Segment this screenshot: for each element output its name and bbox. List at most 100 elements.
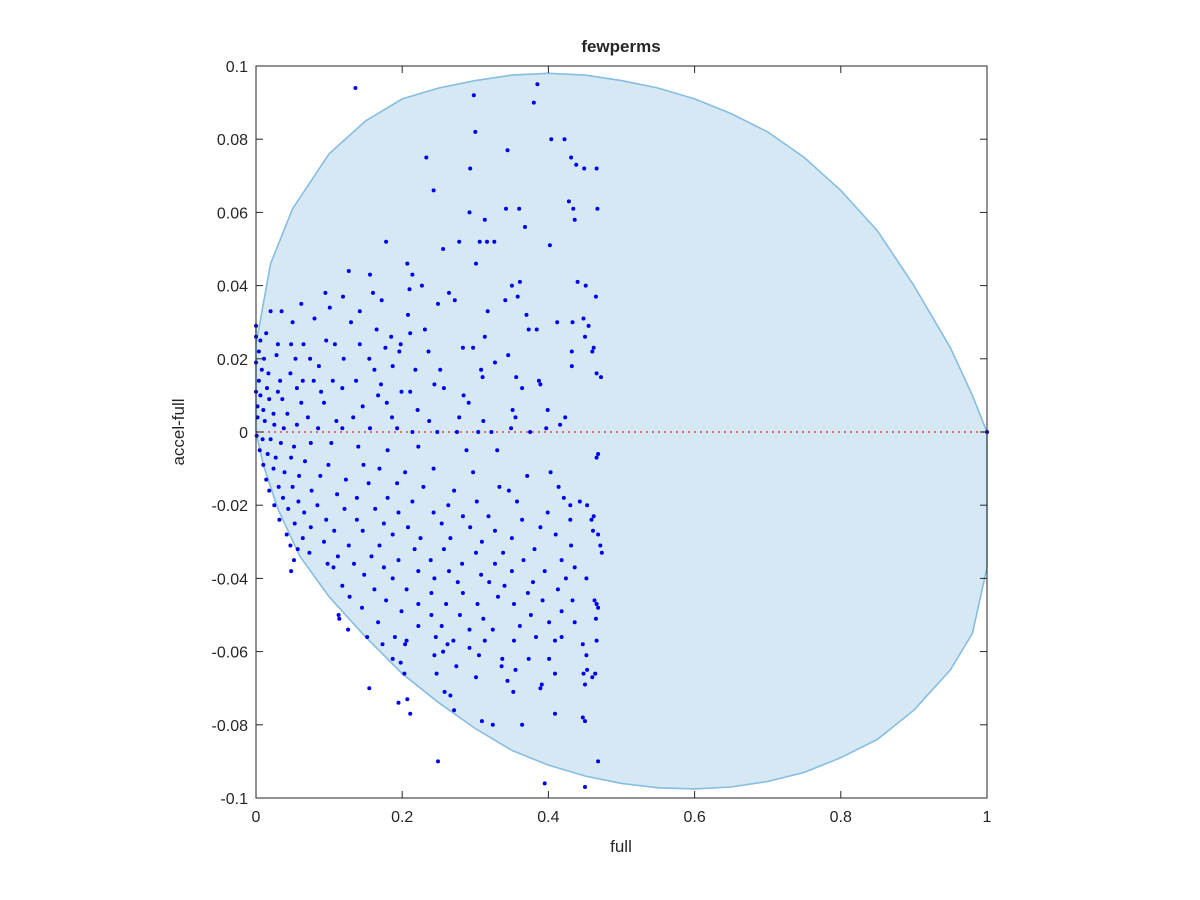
data-point — [329, 441, 334, 445]
data-point — [517, 279, 522, 284]
data-point — [593, 616, 598, 621]
data-point — [512, 638, 516, 643]
data-point — [569, 543, 574, 548]
data-point — [553, 711, 557, 716]
data-point — [384, 400, 389, 405]
data-point — [526, 656, 531, 661]
data-point — [553, 671, 557, 676]
data-point — [547, 243, 552, 248]
data-point — [479, 572, 484, 577]
data-point — [395, 481, 400, 486]
data-point — [520, 386, 525, 391]
data-point — [439, 521, 444, 526]
data-point — [559, 635, 564, 639]
data-point — [256, 378, 261, 383]
data-point — [441, 386, 446, 391]
data-point — [381, 565, 386, 570]
data-point — [490, 722, 495, 727]
data-point — [288, 543, 293, 548]
data-point — [582, 166, 587, 171]
x-axis-label: full — [610, 837, 632, 856]
data-point — [441, 247, 446, 251]
data-point — [271, 466, 276, 471]
data-point — [436, 759, 440, 764]
data-point — [381, 521, 386, 526]
data-point — [547, 656, 552, 661]
data-point — [289, 455, 294, 460]
data-point — [312, 316, 317, 321]
data-point — [583, 334, 587, 339]
data-point — [505, 678, 510, 683]
y-tick-label: -0.04 — [212, 571, 249, 588]
data-point — [390, 415, 394, 420]
data-point — [319, 389, 324, 394]
data-point — [416, 569, 421, 574]
data-point — [553, 638, 557, 643]
data-point — [436, 301, 440, 306]
y-tick-label: 0.02 — [217, 352, 248, 369]
data-point — [360, 528, 365, 533]
data-point — [307, 550, 312, 555]
data-point — [454, 664, 459, 669]
data-point — [372, 587, 377, 592]
data-point — [383, 345, 388, 350]
data-point — [561, 495, 566, 500]
data-point — [272, 422, 277, 427]
data-point — [479, 719, 484, 724]
y-tick-label: 0.04 — [217, 279, 248, 296]
data-point — [448, 536, 453, 541]
data-point — [570, 320, 575, 325]
data-point — [264, 331, 269, 336]
data-point — [416, 624, 421, 628]
data-point — [349, 320, 353, 325]
data-point — [526, 327, 531, 332]
data-point — [493, 360, 497, 365]
data-point — [360, 404, 365, 409]
data-point — [569, 364, 574, 369]
data-point — [461, 393, 466, 398]
data-point — [275, 389, 280, 394]
data-point — [531, 580, 535, 585]
data-point — [446, 503, 451, 508]
data-point — [521, 558, 526, 563]
data-point — [300, 378, 305, 383]
data-point — [538, 686, 543, 691]
data-point — [455, 580, 460, 585]
data-point — [324, 338, 329, 343]
data-point — [475, 602, 480, 606]
data-point — [377, 466, 382, 471]
data-point — [372, 367, 377, 372]
chart-title: fewperms — [581, 37, 660, 56]
data-point — [467, 645, 472, 650]
y-tick-label: -0.1 — [220, 791, 248, 808]
data-point — [268, 309, 273, 314]
data-point — [335, 554, 340, 559]
data-point — [583, 682, 587, 687]
data-point — [377, 543, 382, 548]
data-point — [594, 371, 599, 376]
data-point — [591, 345, 596, 350]
data-point — [366, 481, 371, 486]
data-point — [324, 517, 329, 522]
data-point — [351, 415, 356, 420]
data-point — [549, 137, 554, 142]
data-point — [599, 550, 604, 555]
data-point — [505, 148, 510, 153]
data-point — [477, 653, 481, 658]
data-point — [596, 759, 601, 764]
data-point — [277, 517, 282, 522]
data-point — [275, 342, 280, 347]
data-point — [520, 722, 525, 727]
data-point — [572, 620, 577, 625]
data-point — [474, 550, 478, 555]
data-point — [545, 408, 550, 412]
data-point — [583, 283, 588, 288]
data-point — [286, 506, 291, 511]
data-point — [403, 642, 408, 647]
data-point — [517, 206, 522, 211]
data-point — [362, 572, 367, 577]
data-point — [357, 309, 362, 314]
data-point — [512, 602, 516, 606]
data-point — [509, 536, 514, 541]
data-point — [311, 378, 316, 383]
